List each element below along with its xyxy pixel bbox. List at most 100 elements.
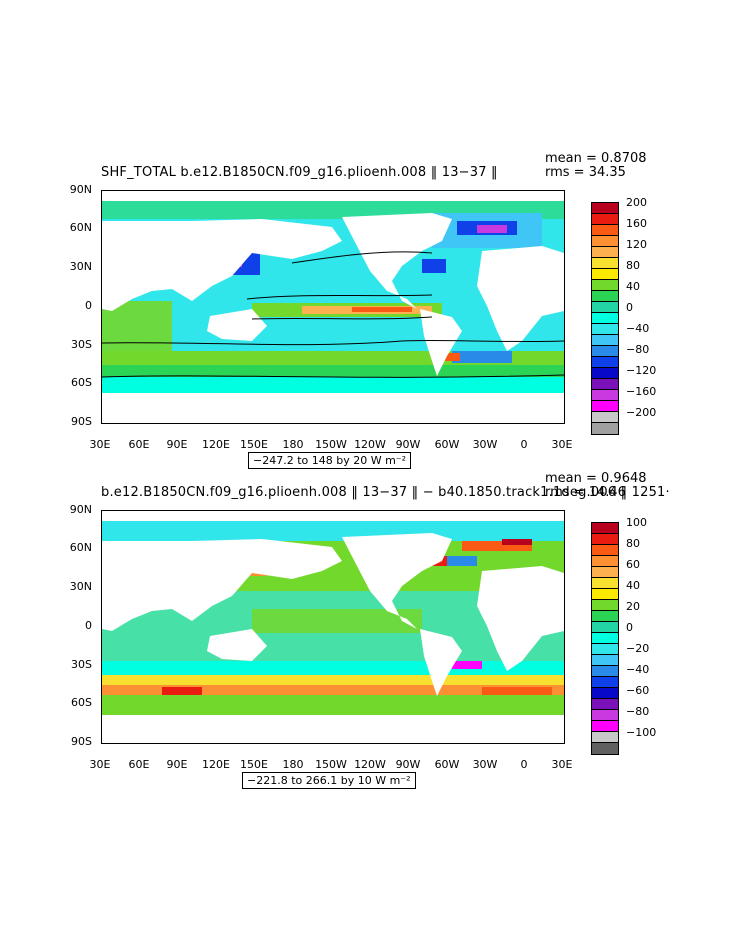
land-arctic — [102, 511, 564, 521]
lat-tick-label: 90S — [71, 415, 92, 428]
colorbar-label: −80 — [626, 343, 650, 356]
shf-diff-map — [102, 511, 564, 743]
s-atlantic-patch — [442, 353, 460, 361]
colorbar-swatch — [592, 225, 618, 236]
colorbar-swatch — [592, 236, 618, 247]
colorbar-swatch — [592, 379, 618, 390]
s-atlantic-cool — [452, 661, 482, 669]
colorbar-swatch — [592, 357, 618, 368]
shf-field-map — [102, 191, 564, 423]
colorbar-swatch — [592, 280, 618, 291]
colorbar-swatch — [592, 622, 618, 633]
colorbar-label: −160 — [626, 385, 657, 398]
rms-label: rms = 34.35 — [545, 165, 626, 180]
lat-tick-label: 60N — [69, 541, 92, 554]
colorbar-label: 0 — [626, 301, 633, 314]
southern-band — [102, 661, 564, 675]
land-south-america — [420, 629, 462, 696]
colorbar-label: 200 — [626, 196, 647, 209]
colorbar-label: 160 — [626, 217, 647, 230]
lon-tick-label: 120E — [202, 758, 230, 771]
southern-band — [102, 377, 564, 393]
lon-tick-label: 150W — [315, 758, 347, 771]
colorbar-swatch — [592, 633, 618, 644]
colorbar-swatch — [592, 545, 618, 556]
colorbar-label: 80 — [626, 259, 640, 272]
stats: mean = 0.8708 rms = 34.35 — [545, 152, 647, 180]
land-africa — [477, 246, 564, 351]
lat-tick-label: 0 — [85, 619, 92, 632]
colorbar-swatch — [592, 644, 618, 655]
colorbar-swatch — [592, 423, 618, 434]
s-atlantic-patch — [452, 351, 512, 363]
lon-tick-label: 90E — [166, 758, 188, 771]
colorbar-swatch — [592, 368, 618, 379]
colorbar-swatch — [592, 600, 618, 611]
colorbar-swatch — [592, 401, 618, 412]
colorbar-swatch — [592, 567, 618, 578]
colorbar-label: −100 — [626, 726, 657, 739]
contour-range-label: −221.8 to 266.1 by 10 W m⁻² — [242, 772, 416, 789]
mean-label: mean = 0.8708 — [545, 151, 647, 166]
colorbar-swatch — [592, 710, 618, 721]
colorbar-swatch — [592, 666, 618, 677]
colorbar-swatch — [592, 611, 618, 622]
colorbar-label: 120 — [626, 238, 647, 251]
lon-tick-label: 150E — [240, 438, 268, 451]
southern-band — [102, 695, 564, 715]
land-south-america — [420, 309, 462, 376]
lon-tick-label: 90W — [395, 438, 421, 451]
colorbar-label: 100 — [626, 516, 647, 529]
mean-label: mean = 0.9648 — [545, 471, 647, 486]
colorbar-swatch — [592, 247, 618, 258]
colorbar-label: 40 — [626, 280, 640, 293]
lon-tick-label: 120W — [354, 438, 386, 451]
colorbar-swatch — [592, 335, 618, 346]
equatorial-band — [352, 307, 412, 312]
colorbar-swatch — [592, 699, 618, 710]
arctic-band — [102, 521, 564, 541]
lon-tick-label: 150W — [315, 438, 347, 451]
colorbar-swatch — [592, 721, 618, 732]
lon-tick-label: 0 — [520, 758, 528, 771]
lon-tick-label: 30W — [472, 438, 498, 451]
lon-tick-label: 30W — [472, 758, 498, 771]
lat-tick-label: 60S — [71, 696, 92, 709]
colorbar-swatch — [592, 412, 618, 423]
colorbar-label: −200 — [626, 406, 657, 419]
lat-tick-label: 90S — [71, 735, 92, 748]
lon-tick-label: 30E — [89, 758, 111, 771]
colorbar-label: 20 — [626, 600, 640, 613]
lon-tick-label: 30E — [89, 438, 111, 451]
colorbar-swatch — [592, 677, 618, 688]
lon-tick-label: 120E — [202, 438, 230, 451]
colorbar-swatch — [592, 346, 618, 357]
map-plot-area — [101, 190, 565, 424]
colorbar-swatch — [592, 214, 618, 225]
n-atlantic-patch — [477, 225, 507, 233]
land-north-america — [342, 533, 452, 629]
n-atlantic-hotspot — [462, 541, 532, 551]
land-eurasia — [102, 539, 342, 631]
lon-tick-label: 60W — [434, 758, 460, 771]
colorbar-swatch — [592, 743, 618, 754]
colorbar-swatch — [592, 732, 618, 743]
southern-band — [102, 675, 564, 685]
land-australia — [207, 629, 267, 661]
lon-tick-label: 150E — [240, 758, 268, 771]
colorbar — [591, 522, 619, 755]
colorbar-swatch — [592, 324, 618, 335]
colorbar-swatch — [592, 291, 618, 302]
lon-tick-label: 0 — [520, 438, 528, 451]
colorbar — [591, 202, 619, 435]
lon-tick-label: 60E — [128, 438, 150, 451]
southern-hotspot — [162, 687, 202, 695]
colorbar-swatch — [592, 269, 618, 280]
lon-tick-label: 120W — [354, 758, 386, 771]
land-arctic — [102, 191, 564, 201]
colorbar-label: −80 — [626, 705, 650, 718]
n-atlantic-hotspot — [502, 539, 532, 545]
land-antarctica — [102, 715, 564, 743]
lon-tick-label: 90W — [395, 758, 421, 771]
lat-tick-label: 30S — [71, 338, 92, 351]
